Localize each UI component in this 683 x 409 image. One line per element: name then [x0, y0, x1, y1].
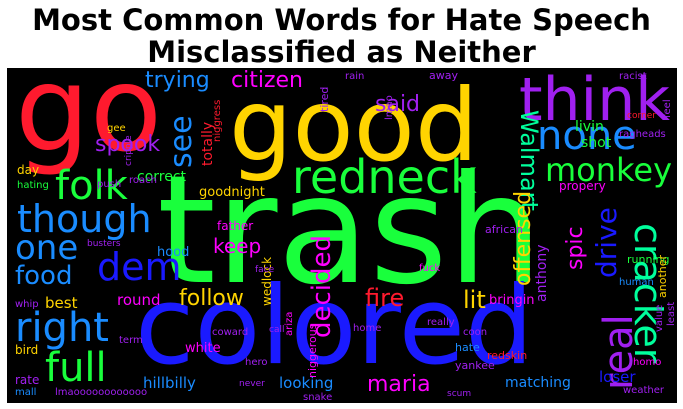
- word-feel: feel: [662, 99, 673, 118]
- word-redneck: redneck: [292, 150, 477, 204]
- word-yankee: yankee: [455, 359, 495, 372]
- word-matching: matching: [505, 375, 571, 391]
- word-gee: gee: [107, 123, 126, 134]
- word-corner: corner: [627, 111, 656, 121]
- chart-title-line1: Most Common Words for Hate Speech: [32, 3, 651, 37]
- word-whip: whip: [15, 299, 39, 310]
- word-day: day: [17, 163, 40, 177]
- word-african: african: [485, 223, 523, 236]
- word-livin: livin: [575, 119, 604, 135]
- word-folk: folk: [55, 163, 128, 209]
- word-snake: snake: [303, 392, 333, 403]
- word-trying: trying: [145, 68, 210, 93]
- word-lmao: lmao: [384, 95, 395, 120]
- word-maria: maria: [367, 372, 431, 397]
- word-citizen: citizen: [231, 68, 303, 93]
- word-bringin: bringin: [489, 293, 535, 308]
- word-mall: mall: [15, 387, 37, 398]
- word-dem: dem: [97, 245, 182, 289]
- word-niggerous: niggerous: [306, 323, 319, 378]
- word-rain: rain: [345, 71, 365, 82]
- word-round: round: [117, 291, 161, 309]
- word-cripple: cripple: [124, 135, 134, 166]
- chart-title-line2: Misclassified as Neither: [147, 35, 536, 69]
- word-rate: rate: [15, 373, 40, 387]
- word-another: another: [656, 254, 669, 298]
- word-coon: coon: [463, 327, 488, 338]
- word-follow: follow: [179, 286, 244, 311]
- word-fuck: fuck: [419, 263, 441, 274]
- word-homo: homo: [633, 357, 662, 368]
- word-drive: drive: [590, 207, 623, 278]
- word-offensed: offensed: [511, 190, 536, 286]
- word-loser: loser: [599, 368, 636, 386]
- word-father: father: [217, 219, 254, 233]
- word-hillbilly: hillbilly: [143, 374, 196, 392]
- word-goodnight: goodnight: [199, 185, 265, 200]
- word-ragheads: ragheads: [619, 129, 666, 140]
- word-human: human: [619, 277, 654, 288]
- word-spic: spic: [563, 226, 588, 270]
- word-though: though: [17, 197, 152, 241]
- word-go: go: [15, 68, 163, 178]
- word-value: value: [654, 304, 665, 332]
- word-right: right: [15, 305, 109, 351]
- word-said: said: [375, 92, 421, 117]
- word-correct: correct: [137, 169, 187, 185]
- word-bird: bird: [15, 343, 39, 357]
- word-none: none: [537, 113, 637, 159]
- word-monkey: monkey: [545, 151, 673, 189]
- word-cloud: trash colored good go think redneck none…: [7, 68, 677, 403]
- word-lit: lit: [463, 286, 486, 314]
- word-hero: hero: [245, 357, 268, 368]
- word-face: face: [255, 265, 275, 275]
- word-term: term: [119, 335, 143, 346]
- word-one: one: [15, 228, 79, 268]
- word-roach: roach: [129, 175, 157, 186]
- word-white: white: [185, 341, 221, 356]
- word-hate: hate: [455, 341, 480, 354]
- word-scum: scum: [447, 389, 472, 399]
- chart-title: Most Common Words for Hate Speech Miscla…: [0, 4, 683, 68]
- word-away: away: [429, 69, 458, 82]
- word-full: full: [45, 345, 107, 391]
- word-think: think: [519, 68, 670, 135]
- word-spook: spook: [95, 132, 161, 157]
- word-colored: colored: [135, 264, 534, 389]
- word-keep: keep: [213, 234, 262, 258]
- word-propery: propery: [559, 179, 606, 193]
- word-redskin: redskin: [487, 349, 528, 362]
- word-never: never: [239, 379, 265, 389]
- word-tired: tired: [318, 86, 331, 112]
- word-see: see: [164, 115, 199, 168]
- word-really: really: [427, 317, 455, 328]
- word-fire: fire: [365, 284, 405, 312]
- word-shot: shot: [581, 135, 612, 151]
- word-food: food: [15, 261, 73, 291]
- word-coward: coward: [212, 327, 249, 338]
- word-push: push: [97, 179, 122, 190]
- word-looking: looking: [279, 374, 334, 392]
- word-weather: weather: [623, 385, 664, 396]
- word-niggress: niggress: [212, 99, 223, 142]
- word-hood: hood: [157, 245, 190, 260]
- word-lmaooo: lmaoooooooooooo: [55, 387, 148, 398]
- word-call: call: [269, 325, 285, 335]
- word-home: home: [353, 323, 382, 334]
- word-best: best: [45, 294, 78, 312]
- word-trash: trash: [157, 144, 543, 318]
- word-good: good: [229, 68, 479, 184]
- word-hating: hating: [17, 180, 49, 191]
- word-ariza: ariza: [284, 311, 295, 336]
- word-racist: racist: [619, 71, 647, 82]
- word-anthony: anthony: [534, 244, 550, 302]
- word-least: least: [666, 301, 677, 326]
- word-running: running: [627, 253, 670, 266]
- word-busters: busters: [87, 239, 121, 249]
